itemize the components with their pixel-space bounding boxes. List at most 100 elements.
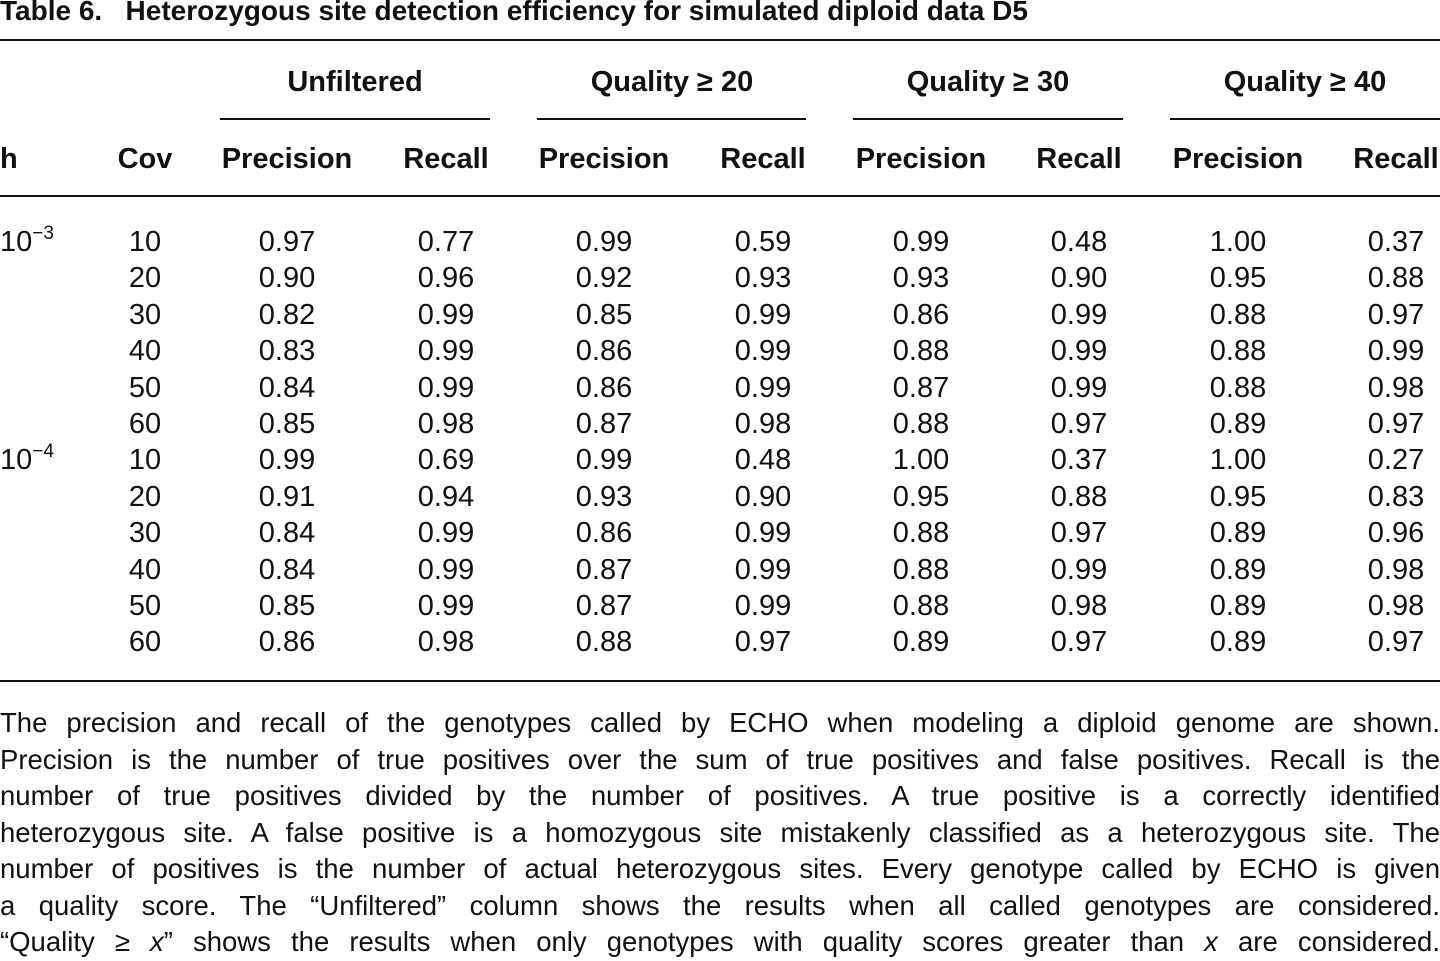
h-base: 10 <box>0 444 33 477</box>
h-base: 10 <box>0 226 33 258</box>
table-cell: 0.37 <box>1367 226 1425 258</box>
column-header: Precision <box>221 143 353 175</box>
table-cell: 0.93 <box>892 262 950 295</box>
group-rule <box>1170 118 1440 120</box>
cov-value: 60 <box>128 626 162 659</box>
column-header: Recall <box>720 143 806 175</box>
table-cell: 0.99 <box>1050 298 1108 331</box>
table-cell: 0.48 <box>1050 226 1108 258</box>
table-cell: 0.96 <box>1367 517 1425 550</box>
cov-value: 30 <box>128 298 162 331</box>
table-cell: 1.00 <box>892 444 950 477</box>
footnote-text: ” shows the results when only genotypes … <box>163 926 1205 957</box>
table-cell: 0.97 <box>1367 298 1425 331</box>
table-cell: 0.89 <box>1209 590 1267 622</box>
table-cell: 0.86 <box>258 626 316 659</box>
table-cell: 0.86 <box>575 335 633 368</box>
table-cell: 0.99 <box>417 371 475 404</box>
table-cell: 0.88 <box>892 408 950 440</box>
table-cell: 0.86 <box>892 298 950 331</box>
footnote-line: number of true positives divided by the … <box>0 778 1440 814</box>
table-cell: 0.89 <box>1209 517 1267 550</box>
cov-value: 60 <box>128 408 162 440</box>
footnote-text: a quality score. The “Unfiltered” column… <box>0 889 1440 921</box>
italic-symbol: x <box>150 926 164 957</box>
table-cell: 0.99 <box>1050 553 1108 586</box>
table-cell: 0.27 <box>1367 444 1425 477</box>
cov-value: 40 <box>128 553 162 586</box>
table-cell: 0.98 <box>1367 553 1425 586</box>
group-header: Quality ≥ 20 <box>590 66 754 98</box>
group-rule <box>537 118 806 120</box>
table-cell: 0.99 <box>734 517 792 550</box>
bottom-rule <box>0 680 1440 682</box>
table-cell: 0.37 <box>1050 444 1108 477</box>
table-cell: 0.87 <box>575 408 633 440</box>
table-cell: 0.89 <box>1209 553 1267 586</box>
header-rule <box>0 195 1440 197</box>
footnote-line: The precision and recall of the genotype… <box>0 705 1440 741</box>
table-cell: 0.98 <box>734 408 792 440</box>
footnote-text: The precision and recall of the genotype… <box>0 707 1440 738</box>
table-cell: 0.95 <box>1209 262 1267 295</box>
table-cell: 0.97 <box>1050 517 1108 550</box>
table-cell: 0.97 <box>1050 408 1108 440</box>
footnote-text: number of positives is the number of act… <box>0 853 1440 884</box>
table-cell: 0.59 <box>734 226 792 258</box>
table-cell: 0.85 <box>258 408 316 440</box>
group-header: Quality ≥ 30 <box>906 66 1070 98</box>
table-cell: 0.92 <box>575 262 633 295</box>
table-cell: 0.93 <box>575 480 633 513</box>
table-cell: 0.99 <box>417 590 475 622</box>
column-header: Precision <box>538 143 670 175</box>
group-rule <box>853 118 1123 120</box>
table-cell: 0.98 <box>1050 590 1108 622</box>
table-cell: 0.99 <box>575 226 633 258</box>
column-header: Recall <box>1036 143 1122 175</box>
footnote-line: heterozygous site. A false positive is a… <box>0 815 1440 851</box>
table-cell: 0.98 <box>417 626 475 659</box>
table-cell: 0.48 <box>734 444 792 477</box>
footnote-line: Precision is the number of true positive… <box>0 742 1440 778</box>
table-cell: 0.99 <box>258 444 316 477</box>
table-cell: 0.83 <box>1367 480 1425 513</box>
table-cell: 1.00 <box>1209 226 1267 258</box>
table-cell: 0.89 <box>892 626 950 659</box>
table-cell: 0.99 <box>417 335 475 368</box>
group-header: Unfiltered <box>287 66 423 98</box>
table-cell: 0.84 <box>258 371 316 404</box>
table-cell: 0.88 <box>892 553 950 586</box>
table-cell: 0.99 <box>734 553 792 586</box>
table-cell: 0.99 <box>417 553 475 586</box>
footnote-line: number of positives is the number of act… <box>0 851 1440 887</box>
table-cell: 0.88 <box>1367 262 1425 295</box>
table-cell: 0.88 <box>892 335 950 368</box>
table-cell: 0.88 <box>575 626 633 659</box>
table-cell: 0.86 <box>575 371 633 404</box>
table-cell: 0.87 <box>575 590 633 622</box>
table-cell: 0.84 <box>258 517 316 550</box>
footnote-line: a quality score. The “Unfiltered” column… <box>0 888 1440 924</box>
table-cell: 0.85 <box>258 590 316 622</box>
column-header: Recall <box>403 143 489 175</box>
table-cell: 0.88 <box>892 590 950 622</box>
table-cell: 0.77 <box>417 226 475 258</box>
table-cell: 0.96 <box>417 262 475 295</box>
footnote-text: “Quality ≥ <box>0 926 150 957</box>
table-cell: 0.99 <box>575 444 633 477</box>
table-cell: 0.99 <box>1050 371 1108 404</box>
table-cell: 0.99 <box>417 517 475 550</box>
table-cell: 0.84 <box>258 553 316 586</box>
footnote-line: “Quality ≥ x” shows the results when onl… <box>0 924 1440 960</box>
column-header: h <box>0 143 18 175</box>
table-cell: 0.95 <box>1209 480 1267 513</box>
h-value: 10−3 <box>0 224 54 260</box>
caption: Table 6. Heterozygous site detection eff… <box>0 0 1028 28</box>
table-cell: 0.83 <box>258 335 316 368</box>
footnote-text: number of true positives divided by the … <box>0 780 1440 811</box>
table-cell: 0.99 <box>734 335 792 368</box>
h-exponent: −3 <box>32 223 54 244</box>
top-rule <box>0 39 1440 41</box>
